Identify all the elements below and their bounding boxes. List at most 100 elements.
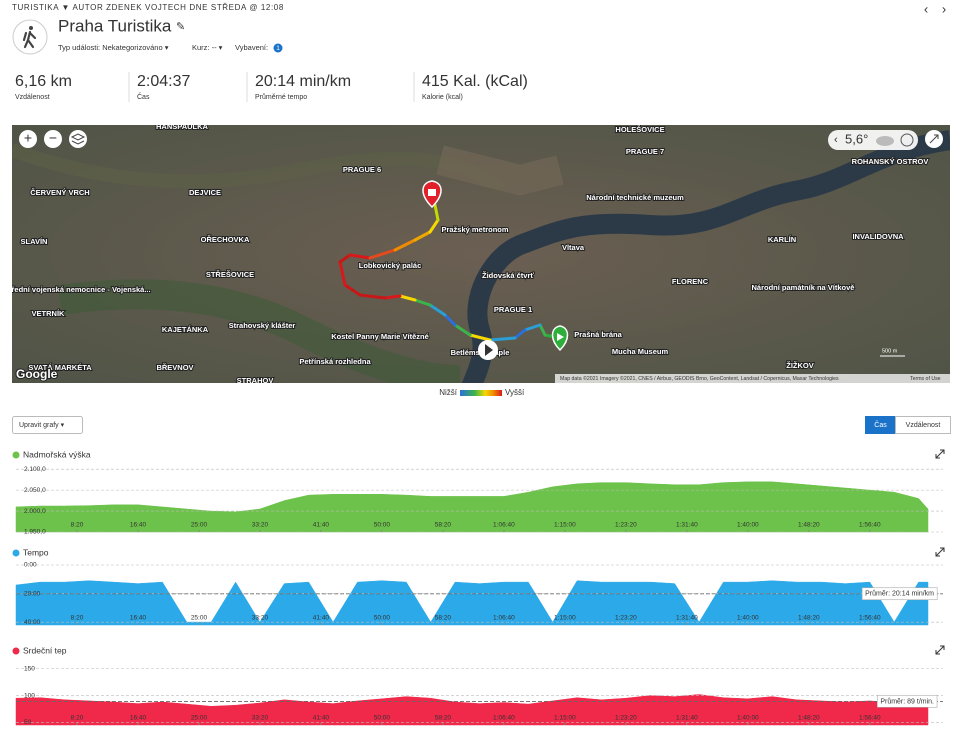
x-tick-label: 1:06:40 xyxy=(493,615,515,622)
park-area xyxy=(57,279,461,383)
map-scale: 500 m xyxy=(882,348,898,354)
x-tick-label: 50:00 xyxy=(374,615,391,622)
x-tick-label: 1:15:00 xyxy=(554,522,576,529)
hiker-glyph xyxy=(22,26,37,49)
x-tick-label: 58:20 xyxy=(435,715,452,722)
chart-title: Tempo xyxy=(23,547,49,557)
x-tick-label: 1:48:20 xyxy=(798,522,820,529)
zoom-out[interactable] xyxy=(44,130,62,148)
map-label: Vltava xyxy=(562,243,585,252)
stat-value: 2:04:37 xyxy=(137,73,190,90)
average-label: Průměr: 20:14 min/km xyxy=(865,590,934,598)
gear[interactable]: Vybavení: xyxy=(235,43,268,52)
weather-icon xyxy=(876,136,894,146)
start-glyph xyxy=(557,333,564,341)
breadcrumb[interactable]: TURISTIKA ▼ AUTOR ZDENEK VOJTECH DNE STŘ… xyxy=(12,3,284,12)
layers-button[interactable] xyxy=(69,130,87,148)
expand-icon[interactable] xyxy=(935,547,945,557)
x-tick-label: 1:48:20 xyxy=(798,715,820,722)
legend-low: Nižší xyxy=(439,388,458,397)
map-label: SLAVÍN xyxy=(21,237,48,246)
gear-count: 1 xyxy=(276,45,280,52)
x-tick-label: 58:20 xyxy=(435,522,452,529)
event-type[interactable]: Typ události: Nekategorizováno ▾ xyxy=(58,43,169,52)
x-tick-label: 1:06:40 xyxy=(493,522,515,529)
x-tick-label: 1:40:00 xyxy=(737,715,759,722)
stat-label: Vzdálenost xyxy=(15,94,50,101)
weather-help[interactable] xyxy=(900,133,914,147)
map-label: FLORENC xyxy=(672,277,709,286)
average-box xyxy=(877,694,938,708)
stat-value: 6,16 km xyxy=(15,73,72,90)
expand-icon[interactable] xyxy=(935,645,945,655)
route-segment xyxy=(428,303,447,317)
area-series xyxy=(15,481,929,533)
series-dot xyxy=(12,549,20,557)
map-label: STRAHOV xyxy=(237,376,274,385)
map-label: SVATÁ MARKÉTA xyxy=(28,363,92,372)
gear-badge[interactable] xyxy=(273,43,283,53)
activity-title[interactable]: Praha Turistika xyxy=(58,16,172,35)
x-tick-label: 1:56:40 xyxy=(859,522,881,529)
map-label: Pražský metronom xyxy=(441,225,508,234)
x-tick-label: 25:00 xyxy=(191,715,208,722)
terms-link[interactable]: Terms of Use xyxy=(910,376,941,382)
map-label: Petřínská rozhledna xyxy=(299,357,371,366)
x-tick-label: 8:20 xyxy=(71,522,84,529)
series-dot xyxy=(12,451,20,459)
x-tick-label: 1:48:20 xyxy=(798,615,820,622)
average-box xyxy=(861,587,938,601)
legend-high: Vyšší xyxy=(505,388,525,397)
expand-icon[interactable] xyxy=(935,449,945,459)
attribution-bar xyxy=(555,374,950,383)
x-tick-label: 33:20 xyxy=(252,615,269,622)
map-label: Národní technické muzeum xyxy=(586,193,684,202)
route-segment xyxy=(523,323,542,332)
edit-charts-label: Upravit grafy ▾ xyxy=(19,422,65,429)
average-label: Průměr: 89 t/min. xyxy=(880,697,934,705)
y-tick-label: 100 xyxy=(24,692,35,699)
river-vltava xyxy=(461,130,950,383)
edit-charts-button[interactable] xyxy=(12,416,83,434)
map[interactable]: HOLEŠOVICE PRAGUE 7 PRAGUE 6 DEJVICE ČERVENÝ… xyxy=(0,122,950,390)
map-label: PRAGUE 6 xyxy=(343,165,381,174)
distance-toggle[interactable] xyxy=(895,416,951,434)
x-tick-label: 1:31:40 xyxy=(676,522,698,529)
x-tick-label: 41:40 xyxy=(313,522,330,529)
zoom-in[interactable] xyxy=(19,130,37,148)
chart-title: Srdeční tep xyxy=(23,645,67,655)
x-tick-label: 1:23:20 xyxy=(615,522,637,529)
map-label: PRAGUE 1 xyxy=(494,305,532,314)
x-tick-label: 41:40 xyxy=(313,715,330,722)
route-segment xyxy=(343,283,362,297)
course[interactable]: Kurz: -- ▾ xyxy=(192,43,223,52)
x-tick-label: 16:40 xyxy=(130,615,147,622)
legend-gradient xyxy=(460,390,502,396)
route-segment xyxy=(513,328,527,340)
y-tick-label: 20:00 xyxy=(24,590,41,597)
fullscreen-glyph xyxy=(929,134,939,144)
weather-box[interactable] xyxy=(828,130,918,150)
temperature: 5,6° xyxy=(845,131,868,146)
play-glyph xyxy=(485,344,493,356)
x-tick-label: 16:40 xyxy=(130,715,147,722)
map-label: OŘECHOVKA xyxy=(201,235,250,244)
x-tick-label: 25:00 xyxy=(191,522,208,529)
route-segment xyxy=(398,294,417,302)
stats: 6,16 km Vzdálenost 2:04:37 Čas 20:14 min/km P… xyxy=(15,72,528,102)
x-tick-label: 8:20 xyxy=(71,615,84,622)
edit-icon[interactable]: ✎ xyxy=(176,21,185,33)
weather-arrow: ‹ xyxy=(834,134,838,146)
area-series xyxy=(15,580,929,626)
prev-button[interactable]: ‹ xyxy=(924,1,928,16)
map-label: Národní památník na Vítkově xyxy=(752,283,855,292)
x-tick-label: 33:20 xyxy=(252,522,269,529)
y-tick-label: 50 xyxy=(24,719,32,726)
next-button[interactable]: › xyxy=(942,1,946,16)
activity-icon xyxy=(12,19,48,55)
route-segment xyxy=(393,238,417,252)
x-tick-label: 1:31:40 xyxy=(676,715,698,722)
x-tick-label: 1:40:00 xyxy=(737,615,759,622)
charts: Nadmořská výška 1.950,0 2.000,0 2.050,0 2.10… xyxy=(12,449,945,726)
